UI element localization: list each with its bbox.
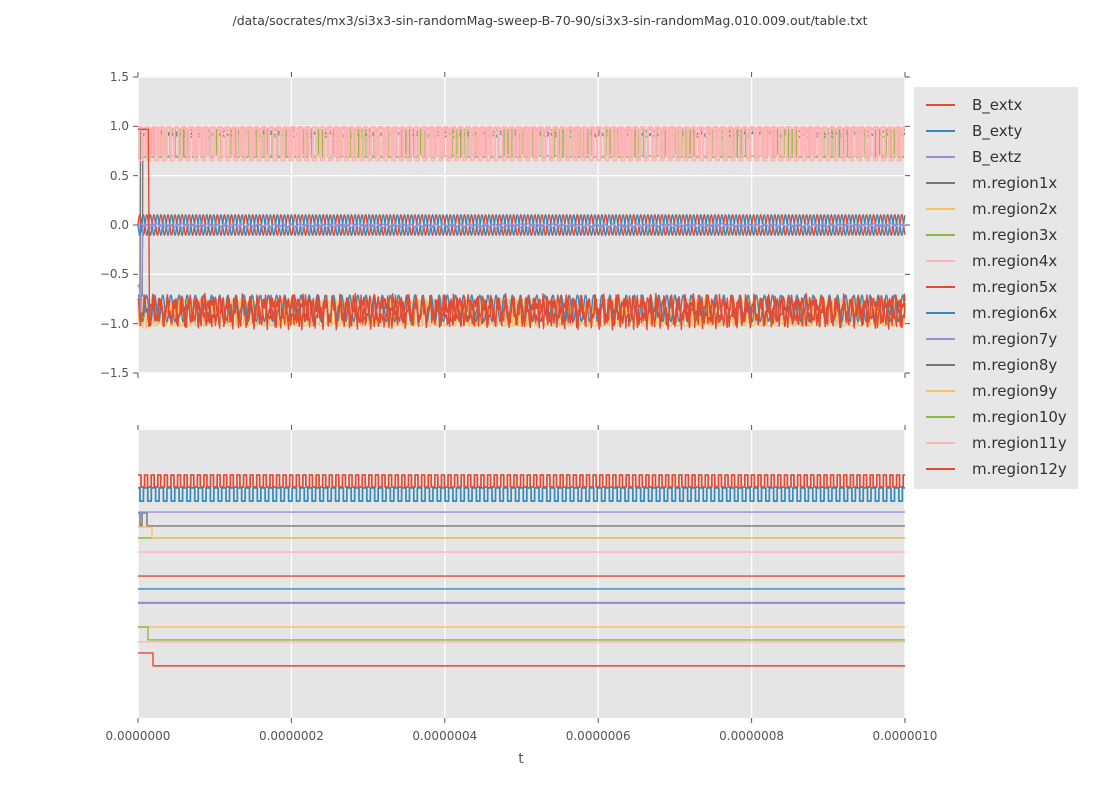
legend-label: m.region2x xyxy=(972,200,1058,218)
y-tick-label: 1.5 xyxy=(109,70,129,84)
legend-entry: B_extz xyxy=(914,144,1078,170)
x-tick-label: 0.0000006 xyxy=(565,729,631,743)
legend-label: B_extz xyxy=(972,148,1022,166)
y-tick-label: 0.5 xyxy=(109,168,129,183)
bottom-plot xyxy=(137,425,906,723)
legend-entry: m.region7y xyxy=(914,326,1078,352)
legend-line-sample xyxy=(926,390,955,392)
y-tick-label: −1.5 xyxy=(99,366,129,380)
tick-marks xyxy=(133,72,910,378)
series-m.region12y xyxy=(137,292,906,329)
y-tick-label: −0.5 xyxy=(99,267,129,282)
legend-label: m.region9y xyxy=(972,382,1058,400)
legend-label: m.region3x xyxy=(972,226,1058,244)
legend-label: B_exty xyxy=(972,122,1023,140)
x-tick-label: 0.0000002 xyxy=(258,729,324,743)
x-tick-label: 0.0000000 xyxy=(105,729,171,743)
legend-line-sample xyxy=(926,416,955,418)
y-tick-label: −1.0 xyxy=(99,316,129,331)
legend-label: m.region4x xyxy=(972,252,1058,270)
legend-entry: m.region3x xyxy=(914,222,1078,248)
legend-line-sample xyxy=(926,442,955,444)
x-tick-label: 0.0000004 xyxy=(412,729,478,743)
y-tick-label: 0.0 xyxy=(109,218,129,232)
legend-label: m.region7y xyxy=(972,330,1058,348)
legend-entry: m.region9y xyxy=(914,378,1078,404)
figure-title: /data/socrates/mx3/si3x3-sin-randomMag-s… xyxy=(232,13,868,28)
series-line-gray-pulses xyxy=(138,512,905,527)
legend-entry: m.region2x xyxy=(914,196,1078,222)
x-tick-label: 0.0000008 xyxy=(719,729,785,743)
legend-line-sample xyxy=(926,260,955,262)
legend-entry: m.region12y xyxy=(914,456,1078,482)
legend-entry: m.region8y xyxy=(914,352,1078,378)
series-m.region7y xyxy=(137,223,906,313)
legend-line-sample xyxy=(926,286,955,288)
legend-line-sample xyxy=(926,312,955,314)
legend-entry: m.region4x xyxy=(914,248,1078,274)
legend-line-sample xyxy=(926,364,955,366)
series-m.region11y xyxy=(138,127,905,162)
legend-label: m.region11y xyxy=(972,434,1067,452)
legend-entry: m.region10y xyxy=(914,404,1078,430)
x-axis-label: t xyxy=(518,751,524,767)
series-m.region10y xyxy=(138,129,905,157)
legend-label: m.region12y xyxy=(972,460,1067,478)
plot-background xyxy=(138,430,905,718)
y-tick-label: 1.0 xyxy=(109,119,129,134)
legend-entry: m.region5x xyxy=(914,274,1078,300)
legend-line-sample xyxy=(926,104,955,106)
series-B_exty xyxy=(137,213,906,237)
legend-entry: m.region1x xyxy=(914,170,1078,196)
top-plot xyxy=(133,72,910,378)
legend-entry: m.region6x xyxy=(914,300,1078,326)
tick-marks xyxy=(137,425,906,723)
legend-line-sample xyxy=(926,208,955,210)
legend-line-sample xyxy=(926,468,955,470)
legend-label: m.region1x xyxy=(972,174,1058,192)
series-line-red-step xyxy=(138,652,905,667)
x-tick-label: 0.0000010 xyxy=(872,729,938,743)
legend-label: B_extx xyxy=(972,96,1023,114)
legend-line-sample xyxy=(926,130,955,132)
series-line-green-step xyxy=(138,626,905,641)
legend-label: m.region8y xyxy=(972,356,1058,374)
series-line-yellow-step xyxy=(138,526,905,539)
series-B_extx xyxy=(137,213,906,237)
legend-line-sample xyxy=(926,234,955,236)
legend-entry: B_exty xyxy=(914,118,1078,144)
legend-label: m.region6x xyxy=(972,304,1058,322)
legend-label: m.region5x xyxy=(972,278,1058,296)
legend-label: m.region10y xyxy=(972,408,1067,426)
legend-entry: m.region11y xyxy=(914,430,1078,456)
legend-line-sample xyxy=(926,156,955,158)
series-line-red-square xyxy=(138,474,905,488)
legend-line-sample xyxy=(926,338,955,340)
legend-line-sample xyxy=(926,182,955,184)
series-line-blue-square xyxy=(138,487,905,502)
legend-entry: B_extx xyxy=(914,92,1078,118)
legend: B_extx B_exty B_extz m.region1x m.region2x m.… xyxy=(914,87,1078,489)
